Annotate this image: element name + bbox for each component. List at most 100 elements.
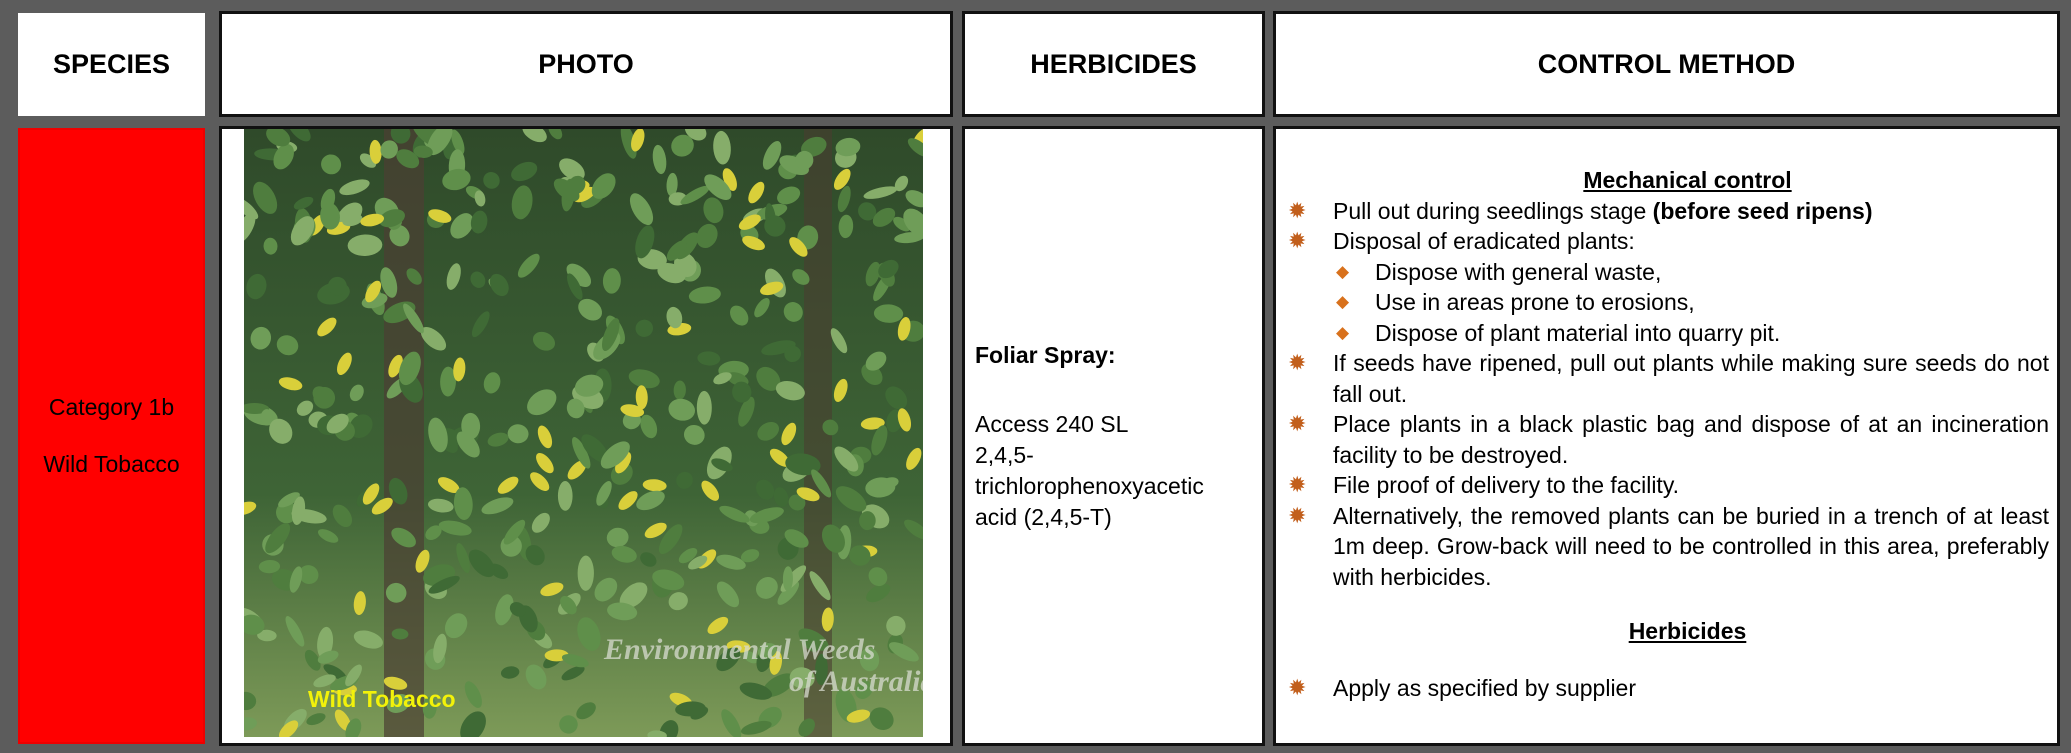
foliage <box>566 273 583 300</box>
foliage <box>345 718 362 737</box>
section-title: Herbicides <box>1628 618 1747 644</box>
bullet: ✹ <box>1288 350 1307 375</box>
foliage <box>635 225 655 259</box>
foliage <box>345 664 362 687</box>
foliage <box>428 575 460 594</box>
foliage <box>362 483 380 505</box>
foliage <box>464 681 482 708</box>
foliage <box>907 138 923 157</box>
foliage <box>878 259 899 279</box>
foliage <box>906 447 922 470</box>
foliage <box>428 209 452 223</box>
foliage <box>897 317 911 341</box>
foliage <box>782 566 793 592</box>
list-item: ✹ Alternatively, the removed plants can b… <box>1276 501 2049 593</box>
foliage <box>757 421 780 441</box>
foliage <box>244 501 257 516</box>
foliage <box>391 527 416 548</box>
foliage <box>713 130 731 165</box>
foliage <box>369 139 382 164</box>
foliage <box>440 366 456 397</box>
foliage <box>754 298 770 318</box>
foliage <box>276 335 299 356</box>
foliage <box>742 235 765 251</box>
foliage <box>244 403 270 414</box>
foliage <box>781 422 797 446</box>
bullet: ✹ <box>1288 197 1307 223</box>
foliage <box>576 702 596 720</box>
foliage <box>403 303 424 334</box>
foliage <box>566 263 592 287</box>
foliage <box>470 271 486 288</box>
foliage <box>540 582 564 597</box>
header-cell: SPECIES <box>18 13 205 116</box>
foliage <box>285 616 305 647</box>
photo-cell: Environmental Weeds of Australia Wild To… <box>219 126 953 746</box>
foliage <box>777 186 801 205</box>
foliage <box>389 224 410 247</box>
foliage <box>391 628 409 640</box>
foliage <box>578 298 603 321</box>
bullet: ◆ <box>1336 292 1350 311</box>
foliage <box>244 614 265 635</box>
foliage <box>531 512 550 533</box>
sub-item-text: Use in areas prone to erosions, <box>1375 289 1695 315</box>
foliage <box>511 185 533 220</box>
bullet: ◆ <box>1336 322 1350 342</box>
foliage <box>323 664 347 680</box>
foliage <box>446 263 461 290</box>
herbicide-product: 2,4,5-trichlorophenoxyacetic acid (2,4,5… <box>975 441 1204 530</box>
foliage <box>777 581 800 605</box>
foliage <box>559 715 578 734</box>
foliage <box>652 569 685 591</box>
foliage <box>666 240 687 261</box>
foliage <box>250 326 272 350</box>
foliage <box>858 202 877 221</box>
foliage <box>591 173 616 199</box>
foliage <box>600 441 630 469</box>
foliage <box>701 480 720 501</box>
list-item: ✹ File proof of delivery to the facility. <box>1276 470 2049 501</box>
foliage <box>273 143 294 170</box>
foliage <box>581 434 609 463</box>
foliage <box>380 140 398 159</box>
foliage <box>450 213 474 239</box>
foliage <box>863 186 898 199</box>
foliage <box>675 701 706 717</box>
foliage <box>500 666 520 679</box>
foliage <box>798 718 815 737</box>
foliage <box>577 617 601 651</box>
foliage <box>442 168 471 191</box>
bullet: ✹ <box>1288 411 1307 436</box>
foliage <box>668 398 696 421</box>
item-text: If seeds have ripened, pull out plants w… <box>1333 350 2049 407</box>
foliage <box>497 476 519 494</box>
foliage <box>573 186 596 203</box>
foliage <box>640 414 658 439</box>
foliage <box>760 281 784 296</box>
foliage <box>327 276 347 296</box>
foliage <box>290 216 315 246</box>
foliage <box>688 286 721 304</box>
foliage <box>629 193 654 226</box>
list-item: ✹ Apply as specified by supplier <box>1276 673 2049 704</box>
foliage <box>306 713 326 726</box>
foliage <box>704 174 732 200</box>
foliage <box>762 140 782 170</box>
foliage <box>380 267 398 298</box>
foliage <box>456 543 470 573</box>
foliage <box>897 408 912 432</box>
foliage <box>433 633 447 664</box>
photo-caption: Wild Tobacco <box>308 686 456 712</box>
foliage <box>865 261 881 287</box>
foliage <box>263 237 278 255</box>
foliage <box>396 149 420 169</box>
sub-item: ◆ Use in areas prone to erosions, <box>1276 287 2049 318</box>
item-emphasis: (before seed ripens) <box>1652 197 1873 224</box>
foliage <box>489 273 509 297</box>
item-text: Pull out during seedlings stage <box>1333 197 1653 224</box>
foliage <box>716 581 740 608</box>
foliage <box>658 524 683 555</box>
foliage <box>317 529 339 543</box>
